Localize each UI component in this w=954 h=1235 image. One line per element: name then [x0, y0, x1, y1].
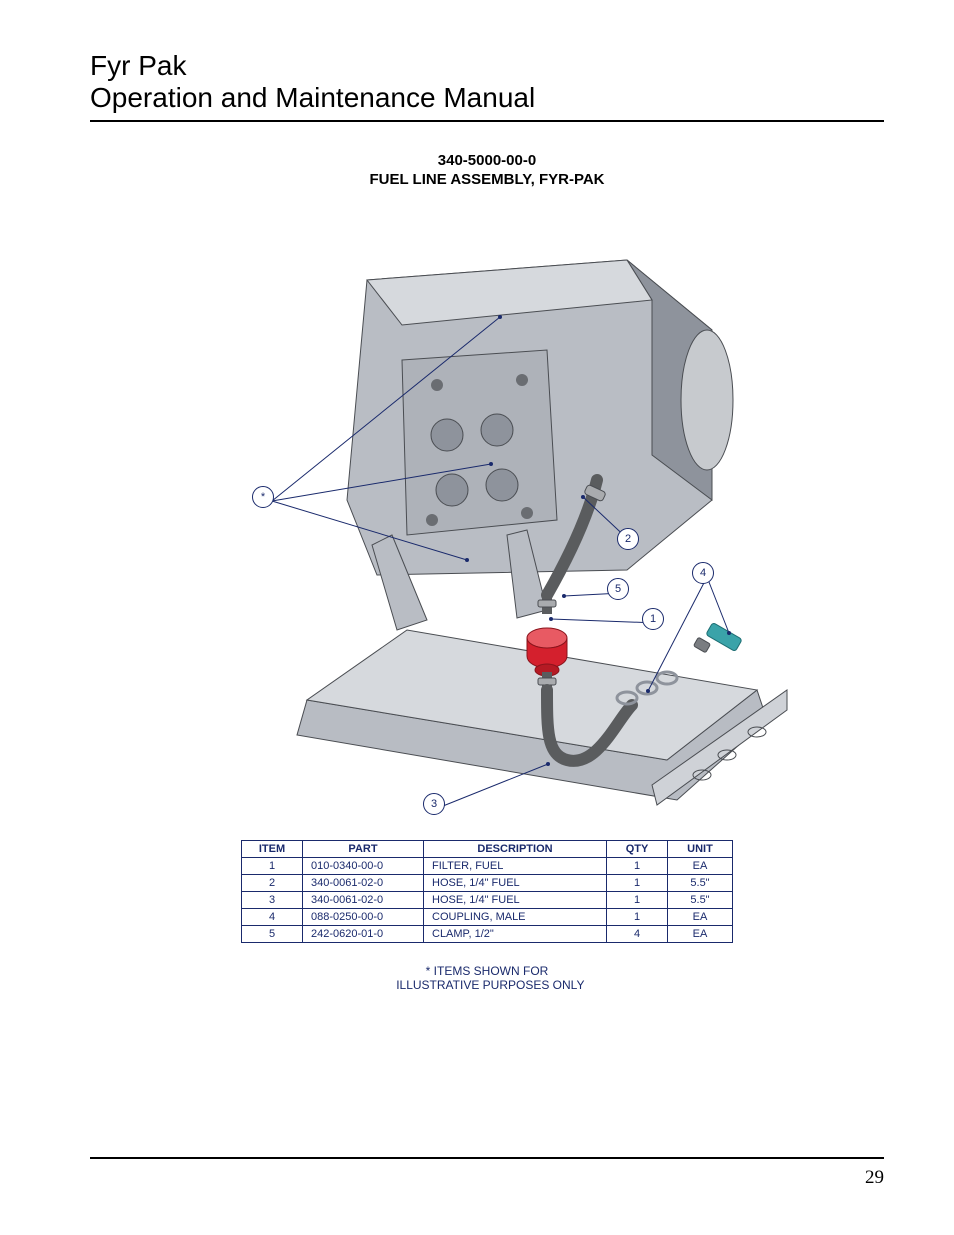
table-cell: 242-0620-01-0	[303, 925, 424, 942]
table-cell: 4	[607, 925, 668, 942]
table-cell: 1	[607, 874, 668, 891]
table-cell: COUPLING, MALE	[424, 908, 607, 925]
parts-table: ITEM PART DESCRIPTION QTY UNIT 1010-0340…	[241, 840, 733, 943]
table-cell: 340-0061-02-0	[303, 874, 424, 891]
figure-block: 340-5000-00-0 FUEL LINE ASSEMBLY, FYR-PA…	[147, 152, 827, 992]
col-part: PART	[303, 840, 424, 857]
table-cell: 2	[242, 874, 303, 891]
figure-part-number: 340-5000-00-0	[438, 152, 536, 169]
table-row: 5242-0620-01-0CLAMP, 1/2"4EA	[242, 925, 733, 942]
col-unit: UNIT	[668, 840, 733, 857]
table-cell: 1	[242, 857, 303, 874]
header-title: Fyr Pak Operation and Maintenance Manual	[90, 50, 884, 114]
callout-bubble: 2	[617, 528, 639, 550]
header-line2: Operation and Maintenance Manual	[90, 82, 535, 113]
table-cell: EA	[668, 857, 733, 874]
header-line1: Fyr Pak	[90, 50, 186, 81]
assembly-diagram: * 2 4 51 3	[147, 200, 827, 820]
table-cell: 1	[607, 857, 668, 874]
table-cell: HOSE, 1/4" FUEL	[424, 874, 607, 891]
table-cell: EA	[668, 925, 733, 942]
footer-rule	[90, 1157, 884, 1159]
col-qty: QTY	[607, 840, 668, 857]
table-cell: 010-0340-00-0	[303, 857, 424, 874]
page-number: 29	[865, 1167, 884, 1189]
page-header: Fyr Pak Operation and Maintenance Manual	[90, 50, 884, 122]
document-page: Fyr Pak Operation and Maintenance Manual…	[0, 0, 954, 1235]
callout-bubble: 4	[692, 562, 714, 584]
callout-bubble: 3	[423, 793, 445, 815]
footnote-line1: * ITEMS SHOWN FOR	[426, 964, 549, 978]
figure-title: 340-5000-00-0 FUEL LINE ASSEMBLY, FYR-PA…	[147, 152, 827, 190]
table-cell: 5.5"	[668, 874, 733, 891]
table-row: 3340-0061-02-0HOSE, 1/4" FUEL15.5"	[242, 891, 733, 908]
figure-name: FUEL LINE ASSEMBLY, FYR-PAK	[369, 171, 604, 188]
footnote-line2: ILLUSTRATIVE PURPOSES ONLY	[396, 978, 584, 992]
coupling-male	[693, 622, 742, 652]
table-cell: EA	[668, 908, 733, 925]
callout-bubble: 1	[642, 608, 664, 630]
engine-housing	[347, 260, 733, 630]
table-cell: 340-0061-02-0	[303, 891, 424, 908]
table-cell: 5	[242, 925, 303, 942]
table-cell: 5.5"	[668, 891, 733, 908]
table-cell: 1	[607, 891, 668, 908]
parts-table-header-row: ITEM PART DESCRIPTION QTY UNIT	[242, 840, 733, 857]
table-cell: 4	[242, 908, 303, 925]
figure-footnote: * ITEMS SHOWN FOR ILLUSTRATIVE PURPOSES …	[147, 965, 827, 993]
table-cell: HOSE, 1/4" FUEL	[424, 891, 607, 908]
table-cell: CLAMP, 1/2"	[424, 925, 607, 942]
diagram-svg	[147, 200, 827, 820]
table-row: 1010-0340-00-0FILTER, FUEL1EA	[242, 857, 733, 874]
table-cell: 3	[242, 891, 303, 908]
col-item: ITEM	[242, 840, 303, 857]
col-desc: DESCRIPTION	[424, 840, 607, 857]
table-cell: FILTER, FUEL	[424, 857, 607, 874]
table-row: 2340-0061-02-0HOSE, 1/4" FUEL15.5"	[242, 874, 733, 891]
table-cell: 1	[607, 908, 668, 925]
callout-bubble: *	[252, 486, 274, 508]
table-cell: 088-0250-00-0	[303, 908, 424, 925]
callout-bubble: 5	[607, 578, 629, 600]
table-row: 4088-0250-00-0COUPLING, MALE1EA	[242, 908, 733, 925]
